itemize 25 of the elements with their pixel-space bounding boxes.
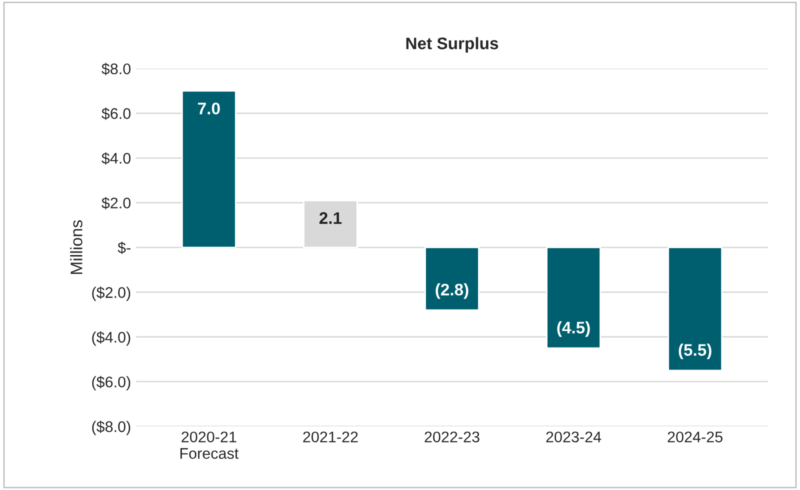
x-tick-label: 2020-21 Forecast — [180, 432, 239, 459]
y-tick-label: ($2.0) — [92, 286, 130, 301]
y-tick-label: $8.0 — [102, 62, 131, 76]
data-label: (5.5) — [678, 344, 712, 360]
x-tick-label: 2023-24 — [546, 432, 602, 442]
y-tick-label: $2.0 — [102, 196, 131, 210]
x-tick-label: 2024-25 — [668, 432, 722, 442]
chart-title: Net Surplus — [406, 37, 498, 53]
data-label: 7.0 — [198, 102, 220, 114]
y-tick-label: $6.0 — [102, 108, 131, 120]
y-tick-label: ($4.0) — [92, 331, 130, 346]
data-label: (2.8) — [436, 283, 468, 299]
data-label: (4.5) — [557, 321, 590, 337]
bar — [424, 246, 480, 311]
y-tick-label: $4.0 — [102, 152, 131, 165]
bar — [546, 246, 601, 349]
x-tick-label: 2021-22 — [303, 432, 358, 442]
y-tick-label: ($6.0) — [92, 376, 130, 390]
bar — [668, 246, 723, 372]
data-label: 2.1 — [319, 212, 342, 224]
x-tick-label: 2022-23 — [424, 432, 480, 442]
bar — [181, 90, 236, 248]
y-tick-label: ($8.0) — [92, 420, 130, 436]
y-axis-title: Millions — [70, 220, 82, 274]
y-tick-label: $- — [118, 242, 130, 254]
